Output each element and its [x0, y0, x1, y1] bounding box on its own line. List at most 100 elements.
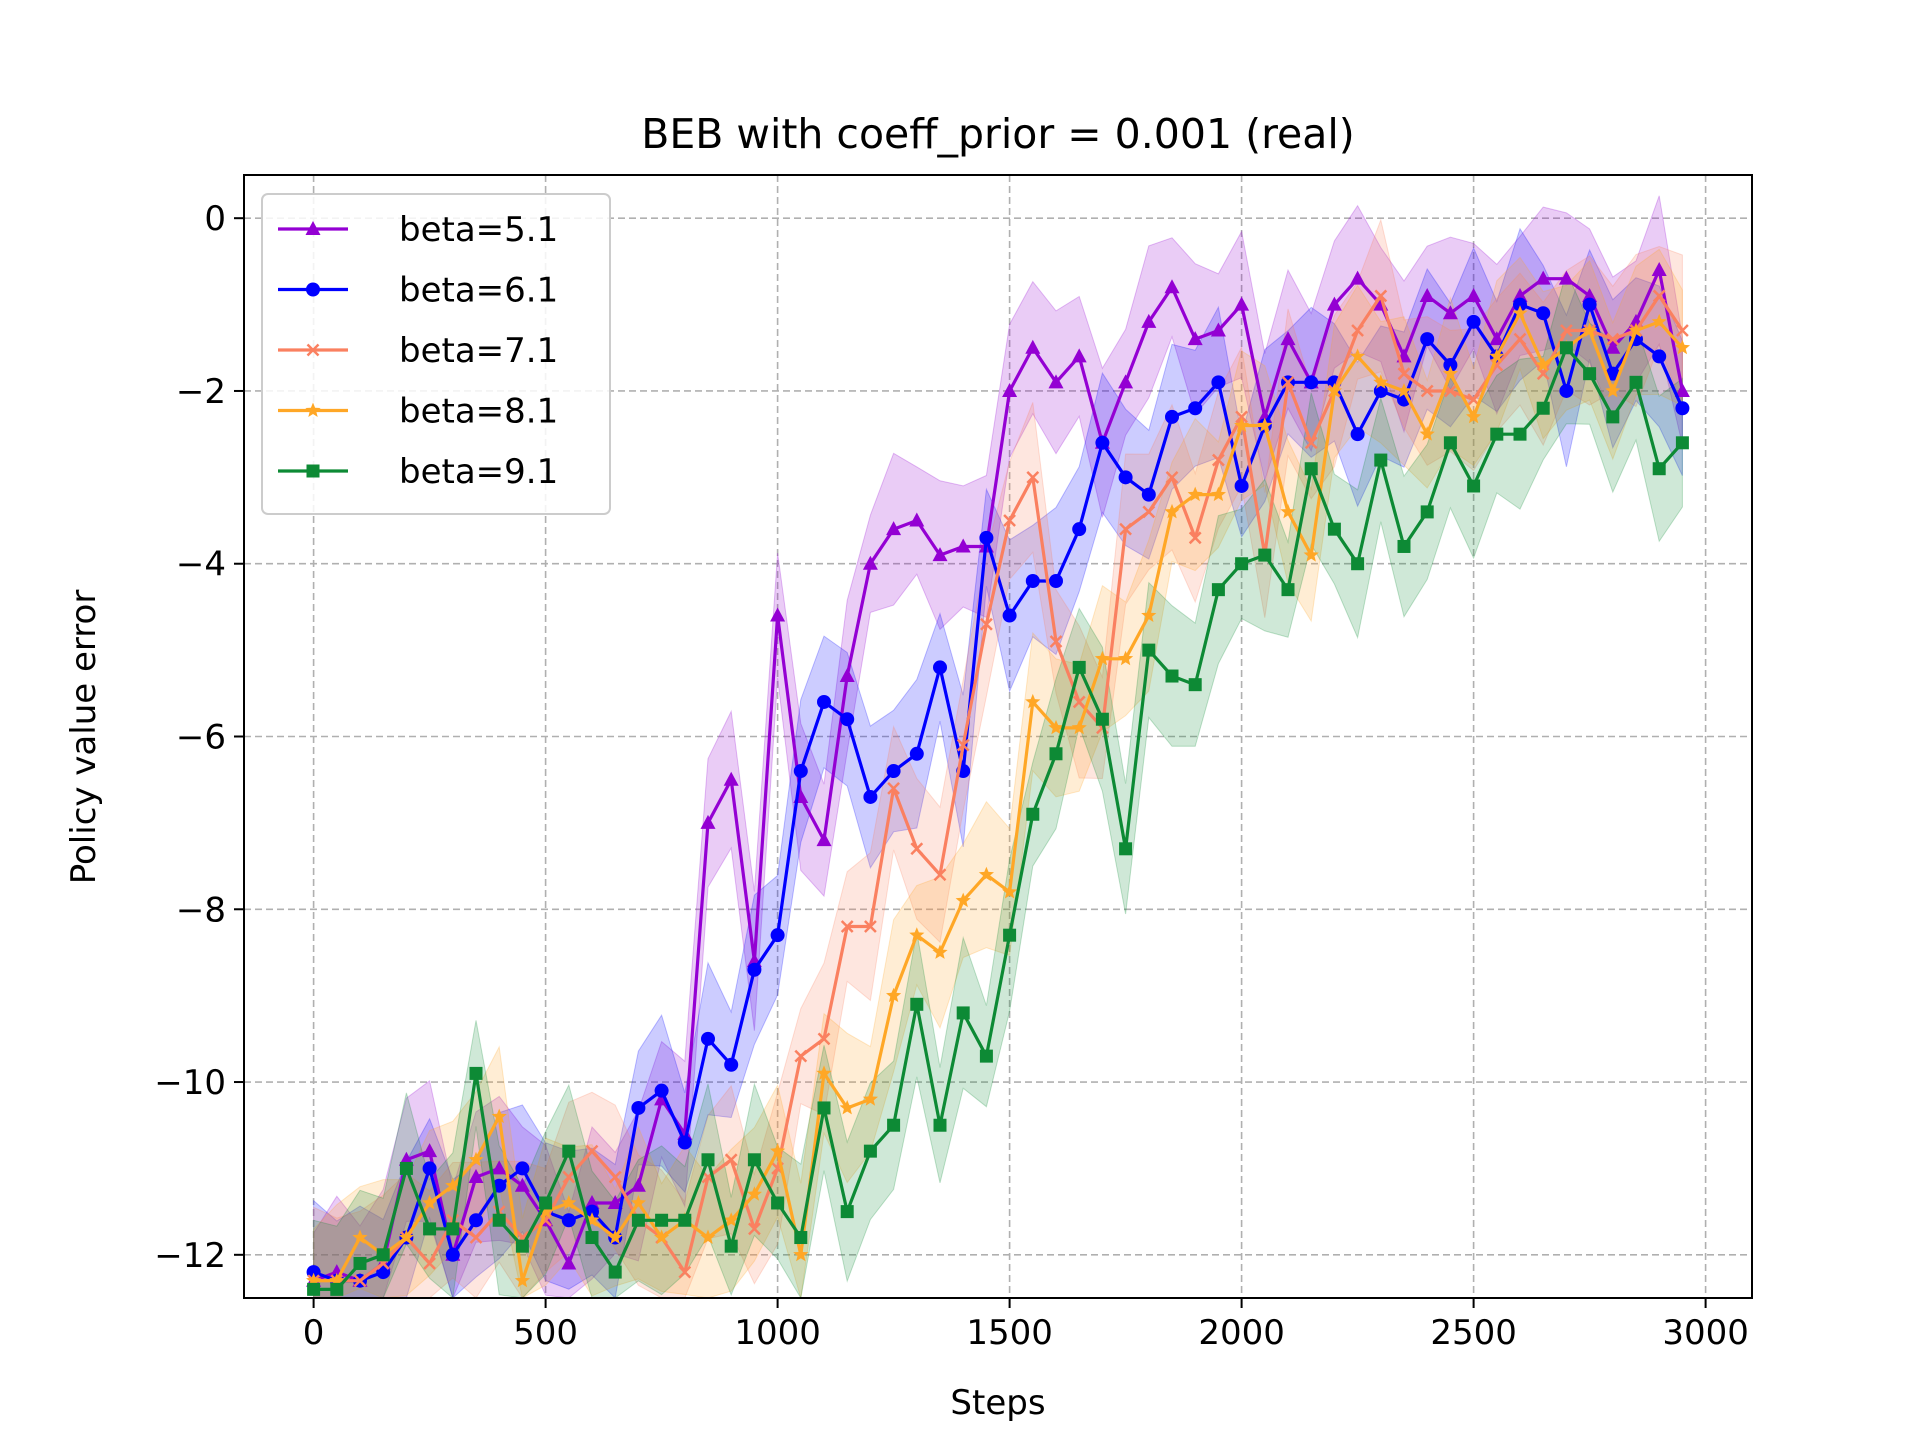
data-point: [794, 1049, 808, 1063]
data-point: [538, 1203, 554, 1219]
data-point: [1049, 635, 1063, 648]
data-point: [1234, 417, 1250, 432]
data-point: [1605, 339, 1621, 354]
data-point: [1119, 842, 1133, 856]
legend-box: [261, 193, 611, 515]
data-point: [1210, 322, 1226, 337]
data-point: [1326, 296, 1342, 311]
data-point: [955, 538, 971, 553]
data-point: [839, 668, 855, 683]
data-point: [1234, 296, 1250, 311]
data-point: [747, 962, 762, 977]
data-point: [1582, 322, 1598, 337]
data-point: [445, 1177, 461, 1193]
data-point: [1559, 383, 1574, 398]
data-point: [1187, 331, 1203, 346]
data-point: [724, 1239, 738, 1253]
data-point: [1466, 314, 1481, 329]
data-point: [468, 1169, 484, 1184]
data-point: [932, 944, 948, 959]
y-tick-label: 0: [204, 199, 226, 239]
data-point: [956, 1006, 970, 1020]
data-point: [724, 1153, 738, 1167]
data-point: [1281, 583, 1295, 597]
y-axis-label: Policy value error: [64, 590, 104, 885]
data-point: [1118, 650, 1134, 666]
data-point: [1675, 436, 1689, 450]
data-point: [630, 1177, 646, 1192]
legend-label: beta=7.1: [399, 331, 558, 371]
legend-label: beta=9.1: [399, 452, 558, 492]
x-marker-stroke: [1212, 453, 1225, 467]
data-point: [584, 1194, 600, 1209]
data-point: [1142, 643, 1156, 657]
data-point: [816, 1065, 832, 1080]
data-point: [1002, 608, 1017, 623]
x-marker-stroke: [423, 1257, 436, 1270]
data-point: [585, 1231, 599, 1245]
x-marker-stroke: [1026, 470, 1040, 484]
x-marker-stroke: [1188, 531, 1202, 545]
legend-label: beta=8.1: [399, 392, 558, 432]
x-marker-stroke: [817, 1032, 831, 1046]
y-tick-label: −12: [154, 1236, 226, 1276]
data-point: [445, 1247, 460, 1262]
data-point: [1466, 408, 1482, 424]
data-point: [608, 1265, 622, 1279]
data-point: [1095, 435, 1110, 450]
data-point: [422, 1195, 438, 1210]
data-point: [793, 1246, 809, 1262]
data-point: [1676, 324, 1689, 337]
x-tick-label: 3000: [1662, 1313, 1749, 1353]
data-point: [1326, 383, 1342, 398]
data-point: [678, 1213, 692, 1227]
data-point: [422, 1161, 437, 1176]
data-point: [701, 1031, 715, 1046]
data-point: [887, 1118, 901, 1132]
data-point: [1652, 289, 1666, 303]
x-marker-stroke: [562, 1170, 576, 1184]
data-point: [1374, 289, 1388, 303]
data-point: [746, 1186, 762, 1201]
data-point: [1652, 462, 1666, 476]
data-point: [585, 1144, 599, 1158]
legend-marker: [305, 402, 321, 417]
x-marker-stroke: [1049, 635, 1063, 648]
data-point: [1350, 427, 1365, 442]
x-marker-stroke: [864, 920, 877, 933]
x-marker-stroke: [1676, 324, 1689, 337]
data-point: [1071, 719, 1087, 735]
x-marker-stroke: [724, 1153, 738, 1167]
data-point: [1350, 348, 1366, 363]
data-point: [562, 1170, 576, 1184]
data-point: [1164, 503, 1180, 519]
y-tick-label: −2: [176, 372, 226, 412]
x-marker-stroke: [956, 738, 970, 752]
data-point: [1304, 462, 1318, 476]
data-point: [1606, 332, 1620, 346]
data-point: [817, 1101, 831, 1115]
data-point: [1419, 426, 1435, 441]
data-point: [631, 1100, 646, 1115]
data-point: [1025, 693, 1041, 709]
data-point: [399, 1161, 413, 1175]
x-marker-stroke: [1142, 505, 1156, 519]
data-point: [654, 1229, 670, 1244]
data-point: [979, 1049, 993, 1063]
data-point: [1094, 650, 1110, 666]
data-point: [1141, 607, 1157, 622]
data-point: [1513, 332, 1527, 346]
legend-item: beta=6.1: [278, 271, 558, 311]
data-point: [1258, 548, 1272, 562]
x-tick-label: 0: [303, 1313, 325, 1353]
data-point: [700, 1229, 716, 1244]
data-point: [1304, 375, 1319, 390]
data-point: [492, 1213, 506, 1227]
data-point: [376, 1248, 390, 1262]
data-point: [1651, 262, 1667, 277]
data-point: [491, 1160, 507, 1175]
legend-item: beta=5.1: [278, 210, 558, 250]
data-point: [840, 920, 854, 933]
data-point: [306, 1272, 322, 1288]
data-point: [887, 781, 900, 795]
